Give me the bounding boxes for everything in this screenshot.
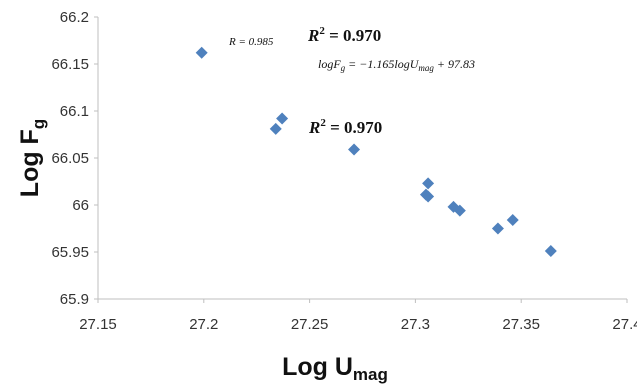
x-tick-labels: 27.15 27.2 27.25 27.3 27.35 27.4 <box>79 299 637 333</box>
y-tick-label: 65.95 <box>51 244 89 261</box>
x-axis-title: Log Umag <box>282 353 388 384</box>
x-tick-label: 27.15 <box>79 316 117 333</box>
data-points <box>195 46 557 258</box>
data-point-diamond <box>506 214 519 227</box>
r-annotation: R = 0.985 <box>228 36 274 48</box>
x-tick-label: 27.25 <box>291 316 329 333</box>
y-tick-label: 66.1 <box>60 103 89 120</box>
r-squared-annotation-mid: R2 = 0.970 <box>308 117 382 137</box>
regression-equation: logFg = −1.165logUmag + 97.83 <box>318 57 475 73</box>
y-axis-title: Log Fg <box>16 119 48 197</box>
x-tick-label: 27.3 <box>401 316 430 333</box>
data-point-diamond <box>491 222 504 235</box>
y-tick-label: 65.9 <box>60 291 89 308</box>
data-point-diamond <box>544 245 557 258</box>
r-squared-annotation-top: R2 = 0.970 <box>307 25 381 45</box>
data-point-diamond <box>453 204 466 217</box>
data-point-diamond <box>269 122 282 135</box>
y-tick-label: 66 <box>72 197 89 214</box>
data-point-diamond <box>276 112 289 125</box>
y-tick-labels: 65.9 65.95 66 66.05 66.1 66.15 66.2 <box>51 9 98 308</box>
data-point-diamond <box>195 46 208 59</box>
data-point-diamond <box>422 177 435 190</box>
y-tick-label: 66.05 <box>51 150 89 167</box>
x-tick-label: 27.35 <box>502 316 540 333</box>
y-tick-label: 66.2 <box>60 9 89 26</box>
x-tick-label: 27.2 <box>189 316 218 333</box>
data-point-diamond <box>422 190 435 203</box>
data-point-diamond <box>348 143 361 156</box>
y-tick-label: 66.15 <box>51 56 89 73</box>
x-tick-label: 27.4 <box>612 316 637 333</box>
